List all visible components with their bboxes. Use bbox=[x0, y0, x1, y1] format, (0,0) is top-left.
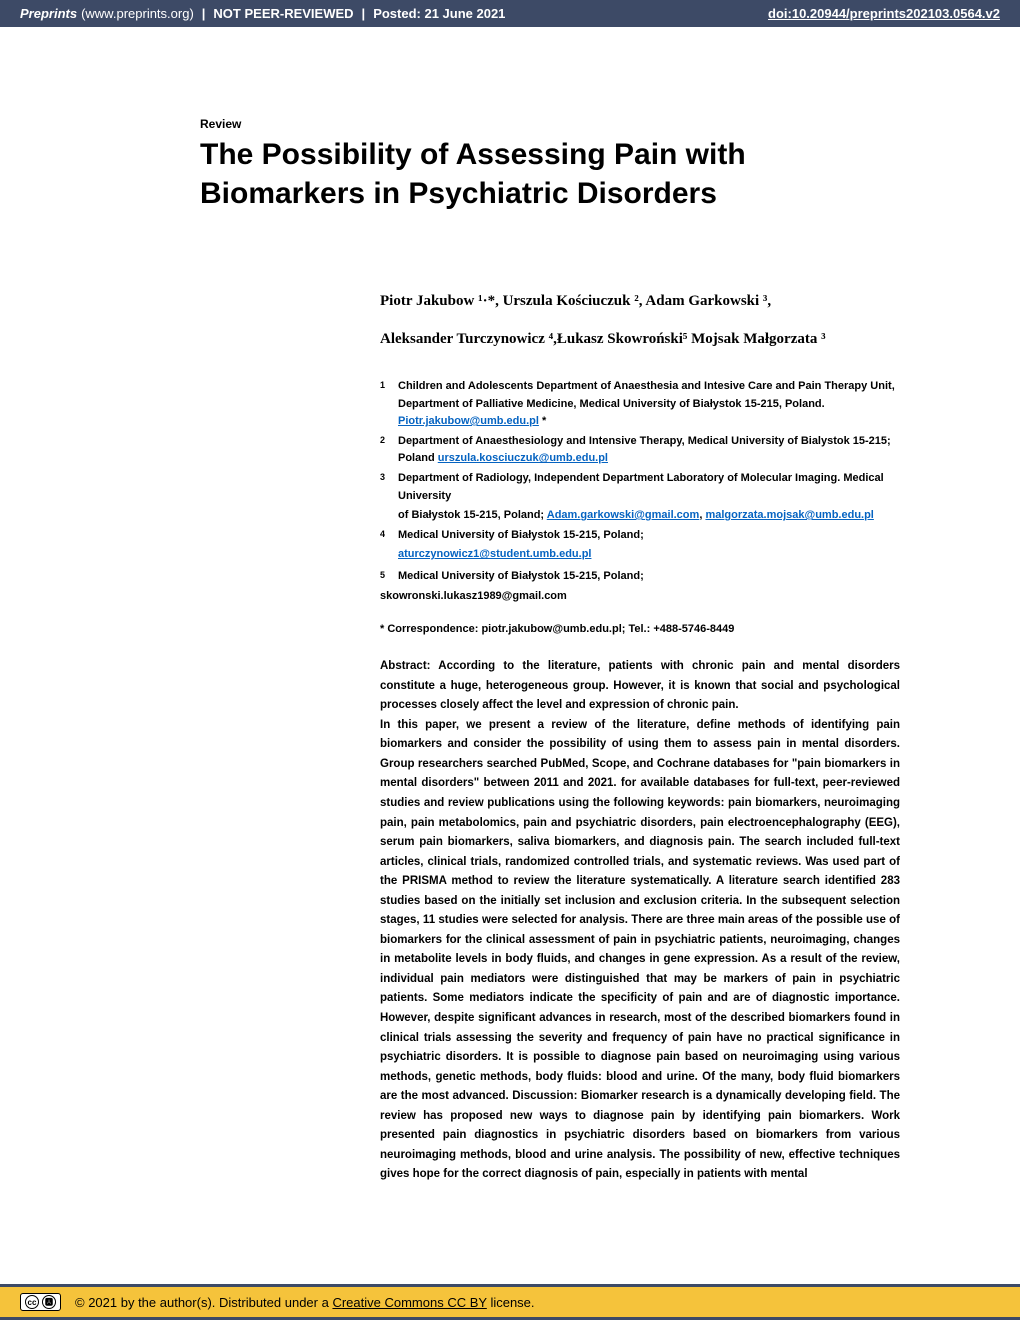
affiliation-email-link[interactable]: Piotr.jakubow@umb.edu.pl bbox=[398, 415, 539, 427]
affiliation-number: 1 bbox=[380, 378, 392, 431]
affiliation-email-link[interactable]: malgorzata.mojsak@umb.edu.pl bbox=[705, 509, 873, 521]
posted-date: Posted: 21 June 2021 bbox=[373, 6, 505, 21]
cc-icon: cc bbox=[25, 1295, 39, 1309]
affiliation-text: Children and Adolescents Department of A… bbox=[398, 378, 900, 431]
copyright-text: © 2021 by the author(s). Distributed und… bbox=[75, 1295, 535, 1310]
affiliation-5-email: skowronski.lukasz1989@gmail.com bbox=[380, 588, 900, 606]
abstract-body: In this paper, we present a review of th… bbox=[380, 719, 900, 1181]
correspondence: * Correspondence: piotr.jakubow@umb.edu.… bbox=[380, 623, 900, 635]
affiliation-email-link[interactable]: aturczynowicz1@student.umb.edu.pl bbox=[398, 548, 591, 560]
article-title: The Possibility of Assessing Pain with B… bbox=[200, 135, 900, 213]
affiliation-text: Medical University of Białystok 15-215, … bbox=[398, 527, 900, 545]
affiliation-1: 1 Children and Adolescents Department of… bbox=[380, 378, 900, 431]
affiliation-3: 3 Department of Radiology, Independent D… bbox=[380, 470, 900, 505]
affiliation-number: 2 bbox=[380, 433, 392, 468]
affiliation-5: 5 Medical University of Białystok 15-215… bbox=[380, 568, 900, 586]
site-url: (www.preprints.org) bbox=[81, 6, 194, 21]
affiliation-2: 2 Department of Anaesthesiology and Inte… bbox=[380, 433, 900, 468]
separator: | bbox=[202, 6, 206, 21]
footer-inner: cc 🅰 © 2021 by the author(s). Distribute… bbox=[0, 1287, 1020, 1317]
content-area: Review The Possibility of Assessing Pain… bbox=[0, 27, 1020, 1185]
separator: | bbox=[362, 6, 366, 21]
affiliation-text: Department of Anaesthesiology and Intens… bbox=[398, 433, 900, 468]
affiliation-4: 4 Medical University of Białystok 15-215… bbox=[380, 527, 900, 545]
abstract-intro: Abstract: According to the literature, p… bbox=[380, 660, 900, 711]
authors-block: Piotr Jakubow ¹·*, Urszula Kościuczuk ²,… bbox=[380, 283, 900, 358]
affiliations-block: 1 Children and Adolescents Department of… bbox=[380, 378, 900, 605]
by-icon: 🅰 bbox=[42, 1295, 56, 1309]
affiliation-email-link[interactable]: Adam.garkowski@gmail.com bbox=[547, 509, 700, 521]
affiliation-number: 4 bbox=[380, 527, 392, 545]
affiliation-number: 5 bbox=[380, 568, 392, 586]
affiliation-3-cont: of Białystok 15-215, Poland; Adam.garkow… bbox=[380, 507, 900, 525]
article-type: Review bbox=[200, 117, 900, 131]
footer-bar: cc 🅰 © 2021 by the author(s). Distribute… bbox=[0, 1284, 1020, 1320]
header-bar: Preprints (www.preprints.org) | NOT PEER… bbox=[0, 0, 1020, 27]
doi-link[interactable]: doi:10.20944/preprints202103.0564.v2 bbox=[768, 6, 1000, 21]
cc-badge: cc 🅰 bbox=[20, 1293, 61, 1311]
abstract-block: Abstract: According to the literature, p… bbox=[380, 657, 900, 1185]
affiliation-email-link[interactable]: urszula.kosciuczuk@umb.edu.pl bbox=[438, 452, 608, 464]
authors-line-1: Piotr Jakubow ¹·*, Urszula Kościuczuk ²,… bbox=[380, 283, 900, 321]
affiliation-text: Medical University of Białystok 15-215, … bbox=[398, 568, 900, 586]
authors-line-2: Aleksander Turczynowicz ⁴,Łukasz Skowroń… bbox=[380, 321, 900, 359]
license-link[interactable]: Creative Commons CC BY bbox=[332, 1295, 486, 1310]
affiliation-4-email: aturczynowicz1@student.umb.edu.pl bbox=[398, 546, 900, 564]
affiliation-number: 3 bbox=[380, 470, 392, 505]
peer-review-status: NOT PEER-REVIEWED bbox=[213, 6, 353, 21]
affiliation-text: Department of Radiology, Independent Dep… bbox=[398, 470, 900, 505]
preprints-label: Preprints bbox=[20, 6, 77, 21]
